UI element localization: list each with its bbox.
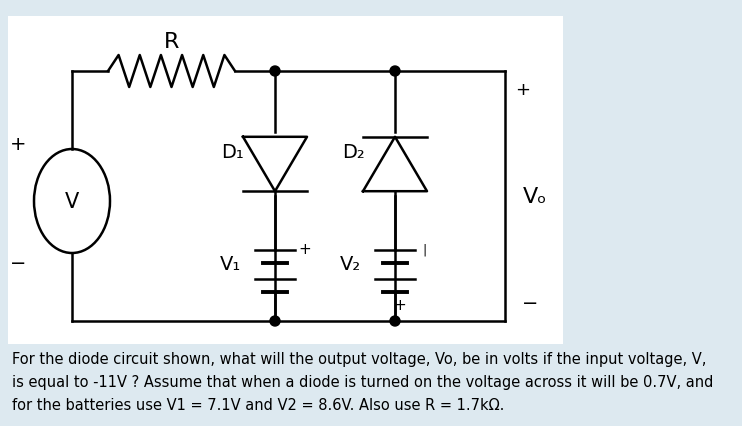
FancyBboxPatch shape [8,17,563,344]
Text: +: + [298,242,312,257]
Text: V: V [65,192,79,211]
Text: R: R [164,32,179,52]
Circle shape [270,67,280,77]
Text: For the diode circuit shown, what will the output voltage, Vo, be in volts if th: For the diode circuit shown, what will t… [12,351,706,366]
Text: V₂: V₂ [339,255,361,274]
Text: +: + [516,81,531,99]
Text: +: + [393,298,407,313]
Text: −: − [10,254,26,273]
Text: +: + [10,135,26,154]
Text: D₂: D₂ [341,143,364,162]
Circle shape [390,316,400,326]
Text: is equal to -11V ? Assume that when a diode is turned on the voltage across it w: is equal to -11V ? Assume that when a di… [12,374,713,389]
Text: −: − [522,294,538,313]
Text: |: | [423,243,427,256]
Circle shape [270,316,280,326]
Text: D₁: D₁ [222,143,244,162]
Text: |: | [273,297,277,310]
Text: Vₒ: Vₒ [523,187,548,207]
Text: V₁: V₁ [220,255,240,274]
Circle shape [390,67,400,77]
Text: for the batteries use V1 = 7.1V and V2 = 8.6V. Also use R = 1.7kΩ.: for the batteries use V1 = 7.1V and V2 =… [12,397,505,412]
